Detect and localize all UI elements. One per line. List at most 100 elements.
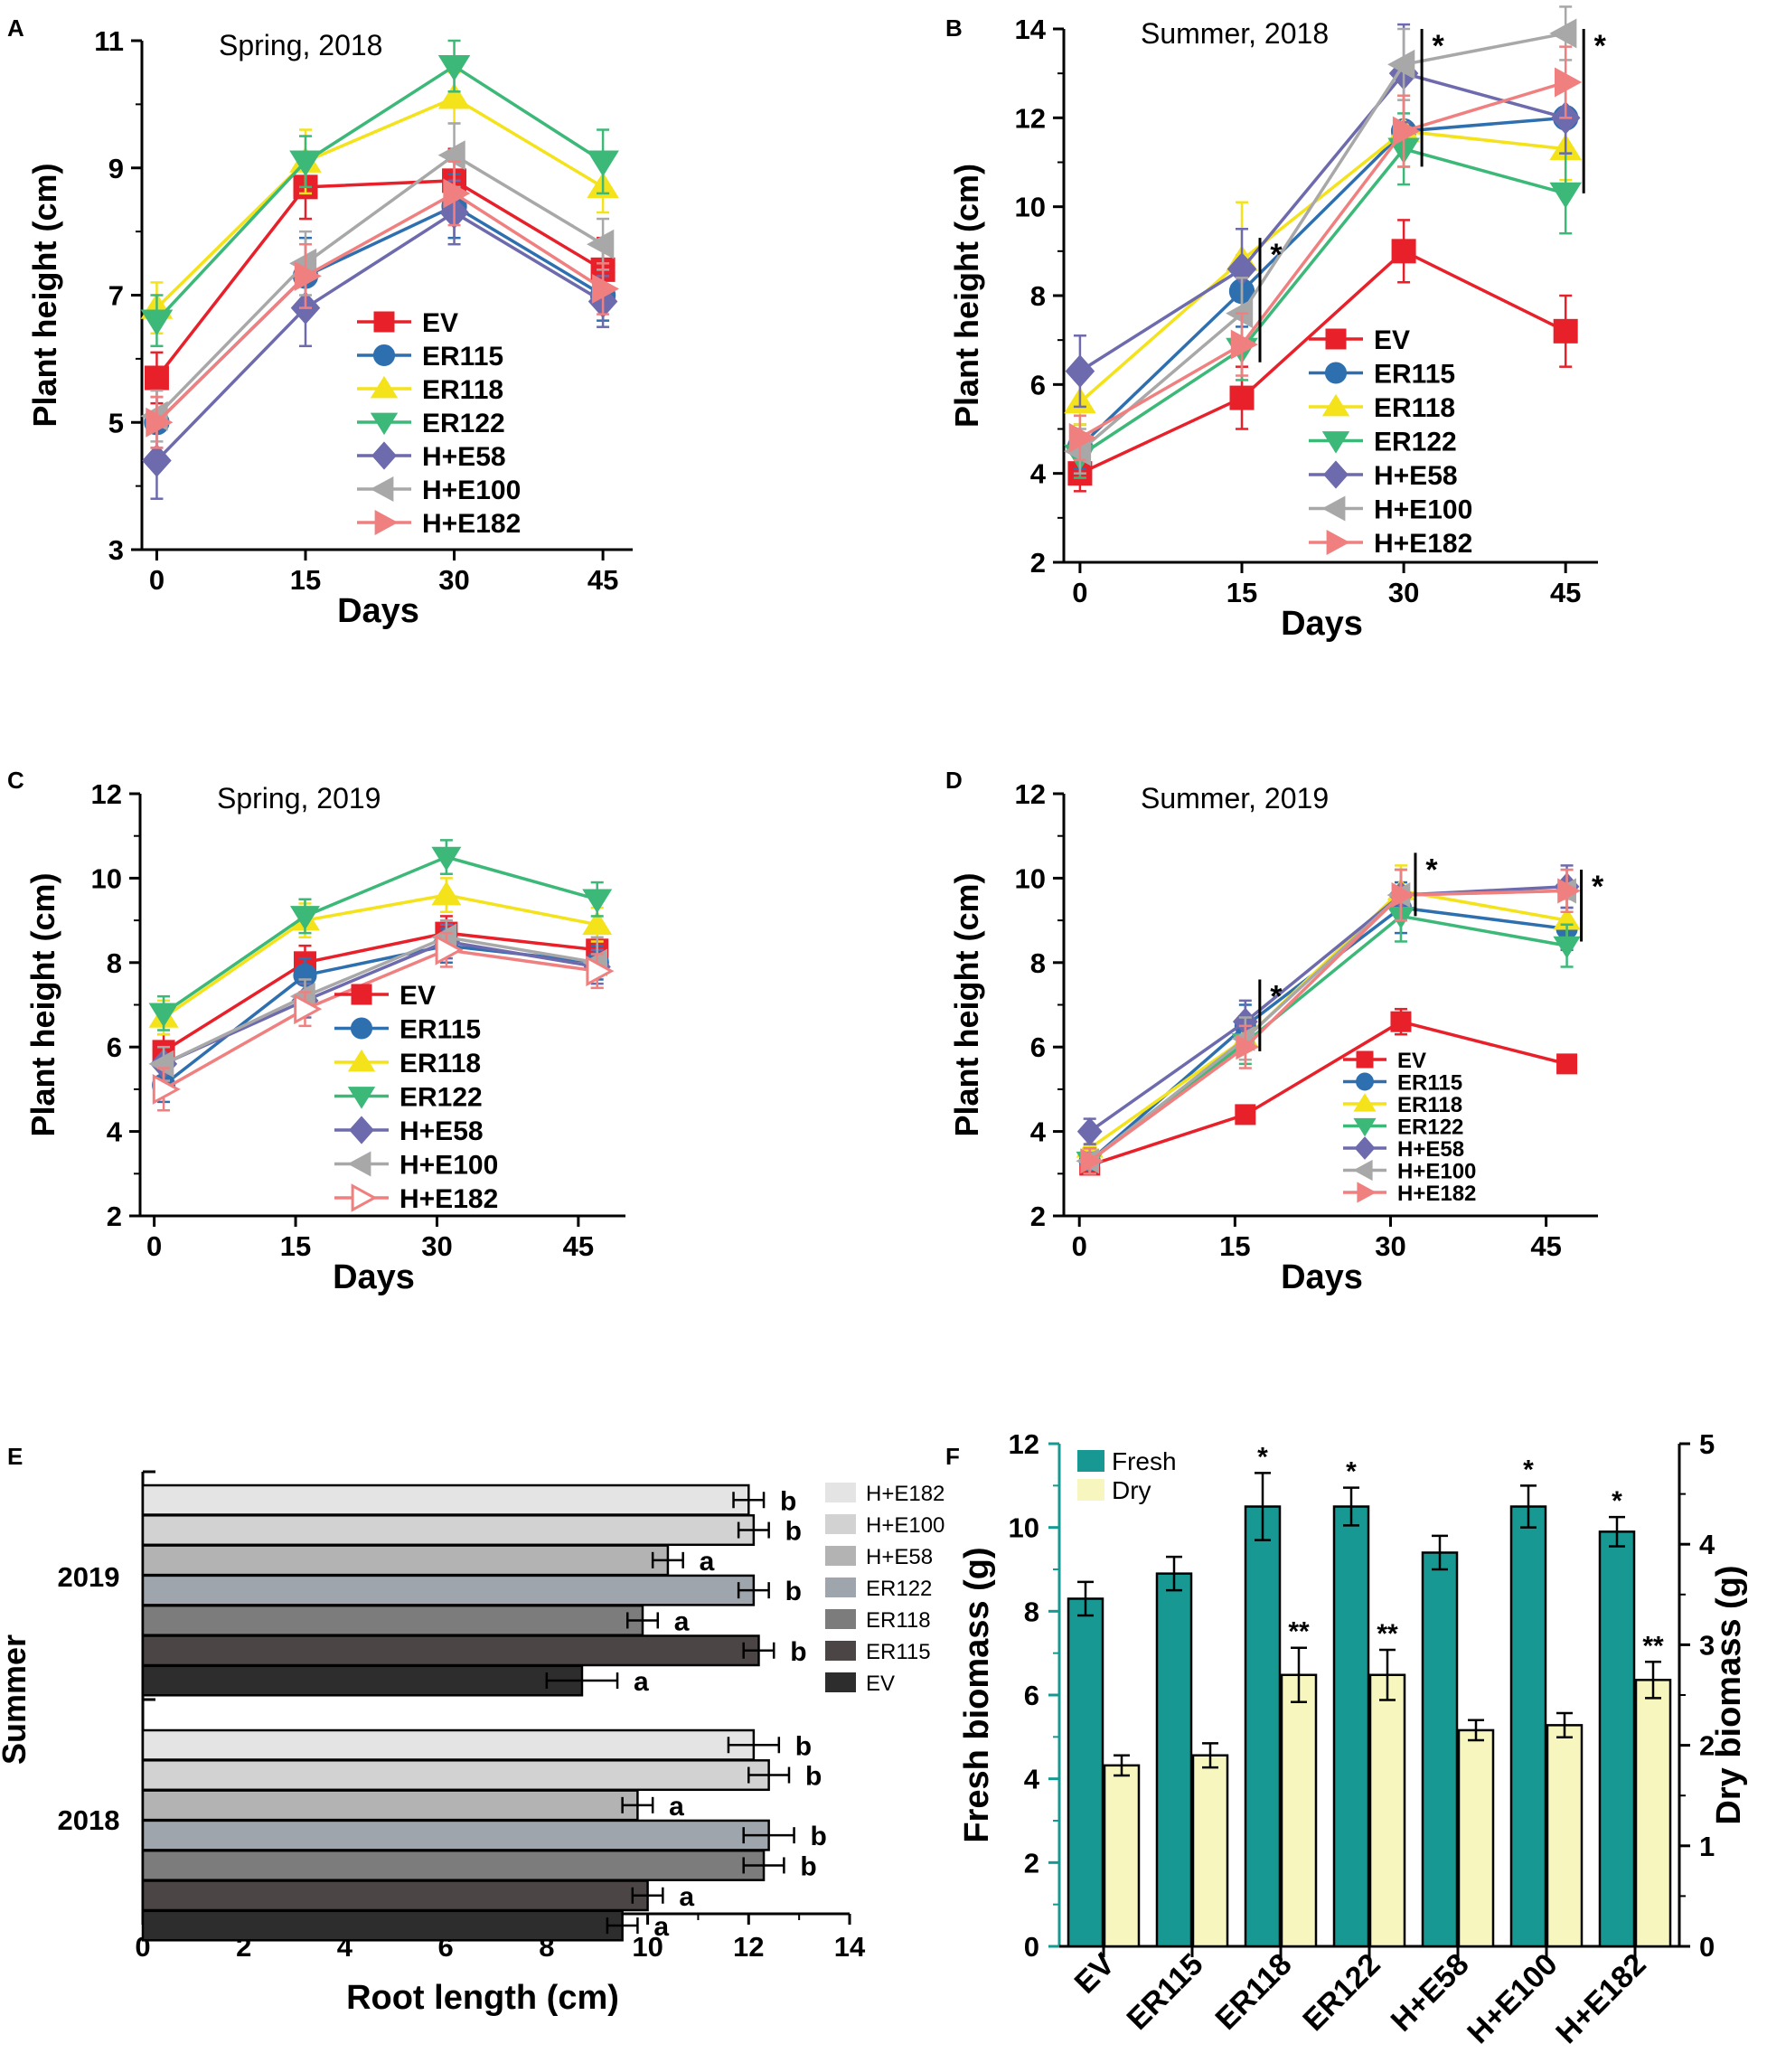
legend-item: H+E58 (1343, 1136, 1464, 1162)
legend-item: H+E58 (825, 1545, 933, 1569)
x-tick-label: 0 (149, 564, 164, 596)
panel-d: 2 4 6 8 10 12 0 15 30 45 Days Plant height (cm) Summ… (948, 778, 1604, 1296)
legend-marker (1326, 529, 1350, 556)
data-point (582, 889, 613, 914)
data-point (435, 934, 464, 965)
significance-letter: a (634, 1667, 649, 1697)
y-tick-label: 8 (1030, 280, 1046, 312)
series-line (1079, 80, 1566, 439)
legend-label: H+E58 (1374, 461, 1458, 491)
bar-fresh (1244, 1505, 1282, 1948)
panel-c: 2 4 6 8 10 12 0 15 30 45 Days Plant height (cm) Spri… (24, 778, 625, 1296)
bar (141, 1728, 756, 1761)
legend-item: H+E58 (334, 1116, 484, 1146)
series-line (155, 64, 605, 322)
data-point (1080, 1148, 1104, 1174)
bar (141, 1634, 760, 1667)
data-point (1235, 1104, 1256, 1125)
bar (141, 1483, 750, 1516)
legend-item: EV (1343, 1049, 1426, 1073)
bar-dry (1191, 1754, 1229, 1948)
data-point (1390, 1011, 1412, 1032)
bar-dry (1103, 1764, 1141, 1948)
y-tick-label: 2 (107, 1201, 122, 1232)
y-axis-label: Plant height (cm) (948, 872, 985, 1136)
data-point (1068, 422, 1096, 453)
category-ev: EV (1067, 1580, 1141, 2001)
legend-label: ER115 (399, 1015, 481, 1045)
significance-letter: b (780, 1486, 796, 1516)
data-point (443, 178, 471, 209)
bar (141, 1789, 639, 1822)
x-tick-label: 0 (1072, 1230, 1087, 1262)
data-point (431, 846, 462, 871)
bar-fresh (1067, 1597, 1104, 1948)
y-axis-label: Fresh biomass (g) (958, 1547, 996, 1842)
legend-item: ER118 (1343, 1093, 1462, 1117)
legend-label: ER115 (1374, 360, 1455, 390)
y-tick-label: 11 (94, 25, 124, 57)
y2-axis-label: Dry biomass (g) (1710, 1565, 1748, 1824)
x-tick-label: 10 (632, 1931, 663, 1963)
panel-letter-c: C (7, 767, 24, 794)
y-tick-label: 6 (1030, 1031, 1046, 1063)
series-hplus-e100 (1076, 868, 1576, 1175)
legend-item: EV (825, 1672, 895, 1696)
legend-marker (347, 1049, 376, 1072)
legend-item: ER122 (357, 409, 505, 438)
y-tick-label: 4 (1024, 1764, 1040, 1795)
x-axis-label: Days (337, 592, 419, 630)
x-tick-label: 12 (733, 1931, 764, 1963)
legend-item: H+E100 (334, 1151, 498, 1181)
series-line (1088, 906, 1567, 1163)
legend-item: H+E58 (1309, 460, 1458, 491)
series-er118 (140, 71, 619, 334)
legend-marker (370, 412, 399, 436)
legend-item: ER122 (825, 1577, 932, 1601)
data-point (1549, 182, 1582, 209)
data-point (1229, 385, 1255, 410)
series-line (155, 210, 604, 462)
data-point (1391, 239, 1416, 264)
bar (141, 1909, 624, 1942)
chart-title: Spring, 2018 (219, 29, 382, 61)
legend-item: ER118 (357, 375, 503, 405)
legend-swatch (1077, 1479, 1104, 1501)
legend-marker (1356, 1050, 1374, 1069)
legend-marker (372, 344, 396, 367)
legend-marker (371, 441, 397, 470)
x-tick-label: 45 (563, 1230, 594, 1262)
legend-item: EV (334, 981, 436, 1011)
series-hplus-e182 (146, 160, 620, 449)
y-tick-label: 5 (108, 407, 124, 438)
y-tick-label: 12 (1015, 102, 1046, 134)
series-line (155, 96, 604, 309)
legend-label: EV (1397, 1049, 1426, 1073)
legend-label: ER122 (1374, 428, 1457, 457)
legend-label: H+E100 (1397, 1160, 1476, 1184)
legend-marker (1356, 1072, 1374, 1091)
data-point (289, 906, 320, 930)
data-point (148, 1050, 174, 1078)
chart-title: Spring, 2019 (217, 782, 381, 815)
series-er122 (140, 39, 619, 348)
significance-letter: b (785, 1517, 802, 1547)
data-point (1065, 354, 1095, 388)
legend-item: H+E182 (334, 1183, 498, 1214)
series-ev (1079, 1007, 1578, 1176)
x-tick-label: H+E100 (1461, 1947, 1564, 2050)
panel-a: 3 5 7 9 11 0 15 30 45 Days Plant height (cm) Spring… (26, 25, 633, 630)
significance-star: * (1425, 852, 1438, 887)
legend-label: ER115 (866, 1640, 931, 1664)
legend-swatch (825, 1483, 856, 1502)
series-line (155, 153, 604, 418)
x-axis-label: Root length (cm) (346, 1979, 619, 2017)
legend-marker (374, 509, 399, 536)
series-hplus-e182 (152, 931, 615, 1112)
data-point (294, 994, 323, 1025)
legend-label: H+E182 (1397, 1182, 1476, 1206)
series-hplus-e58 (1065, 23, 1581, 409)
x-axis-label: Days (1281, 1258, 1363, 1296)
